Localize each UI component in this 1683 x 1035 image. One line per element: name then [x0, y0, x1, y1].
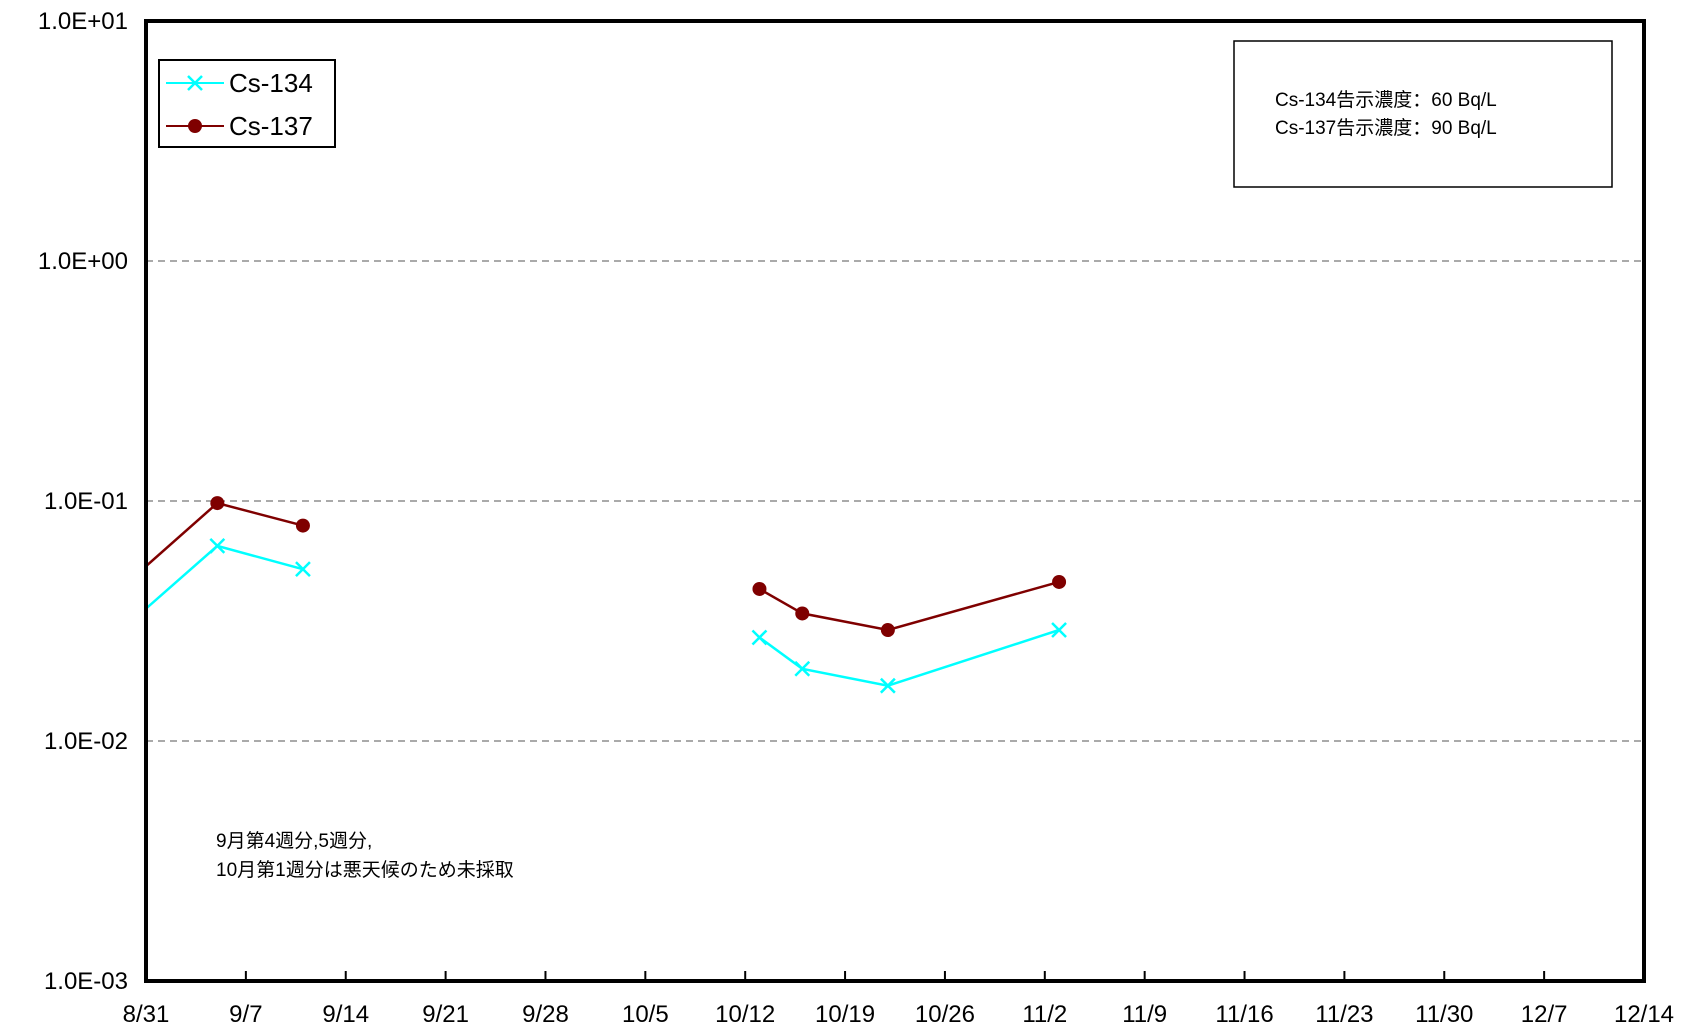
x-tick-label: 11/23	[1315, 1001, 1373, 1028]
legend-label-cs137: Cs-137	[229, 111, 313, 141]
x-tick-label: 10/19	[815, 1001, 875, 1028]
series-line-cs137	[758, 580, 1060, 632]
limits-box-frame	[1233, 40, 1613, 188]
y-tick-label: 1.0E+01	[38, 8, 128, 35]
limits-box: Cs-134告示濃度：60 Bq/L Cs-137告示濃度：90 Bq/L	[1233, 40, 1613, 188]
y-tick-label: 1.0E-03	[44, 968, 128, 995]
x-tick-label: 11/2	[1022, 1001, 1067, 1028]
point-cs134	[209, 538, 226, 554]
grid-layer	[146, 260, 1644, 742]
legend-swatch-cs134-marker	[187, 75, 203, 91]
point-cs137	[880, 623, 895, 638]
series-layer	[146, 496, 1067, 694]
x-tick-label: 11/16	[1215, 1001, 1273, 1028]
point-cs137	[752, 581, 767, 596]
x-tick-label: 12/14	[1614, 1001, 1674, 1028]
x-tick-label: 10/26	[915, 1001, 975, 1028]
x-tick-label: 10/12	[715, 1001, 775, 1028]
limit-text-cs134: Cs-134告示濃度：60 Bq/L	[1275, 89, 1497, 111]
point-cs137	[795, 606, 810, 621]
point-cs137	[1052, 574, 1067, 589]
point-cs137	[295, 518, 310, 533]
point-cs134	[879, 677, 896, 694]
y-tick-label: 1.0E-01	[44, 488, 128, 515]
x-tick-label: 10/5	[622, 1001, 669, 1028]
plot-frame	[144, 19, 1646, 983]
point-cs134	[794, 660, 811, 677]
x-tick-label: 9/7	[229, 1001, 262, 1028]
point-cs134	[1051, 622, 1067, 638]
series-line-cs134	[758, 628, 1060, 687]
axis-layer: 1.0E+01 1.0E+00 1.0E-01 1.0E-02 1.0E-03 8/31 9…	[38, 8, 1674, 1028]
note-line-2: 10月第1週分は悪天候のため未採取	[216, 859, 514, 881]
y-tick-label: 1.0E-02	[44, 728, 128, 755]
point-cs134	[295, 561, 311, 578]
legend: Cs-134 Cs-137	[158, 59, 336, 148]
legend-box	[158, 59, 336, 148]
note: 9月第4週分,5週分, 10月第1週分は悪天候のため未採取	[216, 830, 514, 881]
limit-text-cs137: Cs-137告示濃度：90 Bq/L	[1275, 117, 1497, 139]
point-cs137	[210, 496, 225, 511]
x-tick-label: 8/31	[123, 1001, 170, 1028]
point-cs134	[751, 629, 768, 646]
x-tick-label: 11/30	[1415, 1001, 1473, 1028]
x-tick-label: 9/14	[322, 1001, 369, 1028]
y-tick-label: 1.0E+00	[38, 248, 128, 275]
legend-label-cs134: Cs-134	[229, 68, 313, 98]
x-tick-label: 9/28	[522, 1001, 569, 1028]
note-line-1: 9月第4週分,5週分,	[216, 830, 372, 852]
x-tick-label: 9/21	[422, 1001, 469, 1028]
x-tick-label: 11/9	[1122, 1001, 1167, 1028]
legend-swatch-cs137-marker	[188, 119, 202, 133]
x-tick-label: 12/7	[1521, 1001, 1568, 1028]
